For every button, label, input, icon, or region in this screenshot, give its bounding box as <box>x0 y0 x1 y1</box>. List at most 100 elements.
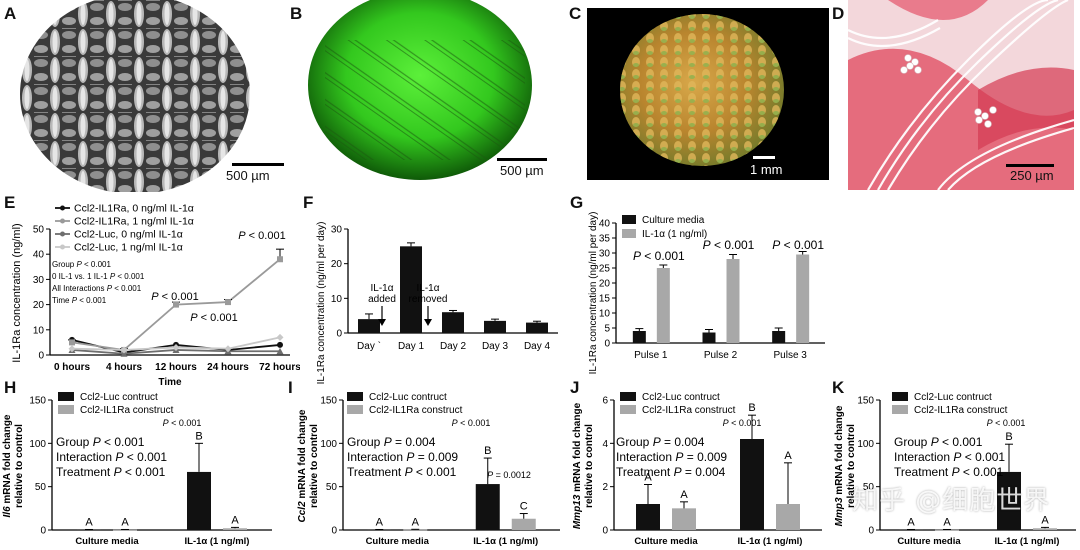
histology-image <box>848 0 1074 190</box>
annotation-text: added <box>368 294 396 305</box>
chart-j-mmp13: 0 2 4 6 A A Culture media B A IL-1α (1 ng/ml) Mmp1… <box>572 392 822 547</box>
x-axis-title: Time <box>158 377 182 385</box>
y-tick-label: 40 <box>33 250 45 261</box>
data-point <box>172 343 180 351</box>
legend-swatch <box>58 392 74 401</box>
bar-0 <box>77 529 101 531</box>
y-tick-label: 6 <box>602 396 608 407</box>
x-tick-label: IL-1α (1 ng/ml) <box>185 536 250 547</box>
bar-0 <box>997 471 1021 530</box>
data-point <box>69 339 75 346</box>
panel-letter-c: C <box>569 4 582 23</box>
stats-text: Group P = 0.004 <box>347 435 436 449</box>
data-point <box>173 301 179 308</box>
x-tick-label: 12 hours <box>155 362 197 373</box>
legend-label: Ccl2-IL1Ra construct <box>642 405 736 416</box>
legend-label: Ccl2-IL1Ra, 0 ng/ml IL-1α <box>74 203 194 215</box>
y-tick-label: 20 <box>331 259 343 270</box>
significance-letter: B <box>1005 431 1012 443</box>
data-point <box>277 256 283 263</box>
bar-0 <box>367 529 392 531</box>
p-value-annotation: P < 0.001 <box>163 418 202 428</box>
annotation-text: removed <box>409 294 448 305</box>
chart-g-il1ra-pulses: 0 5 10 15 20 25 30 35 40 Pulse 1 P < 0.001 Pulse 2 P… <box>588 212 825 374</box>
y-axis-title: Mmp13 mRNA fold change <box>572 402 583 529</box>
stats-text: Treatment P < 0.001 <box>347 465 457 479</box>
x-tick-label: 0 hours <box>54 362 91 373</box>
significance-letter: A <box>907 516 915 528</box>
annotation-text: IL-1α <box>370 283 393 294</box>
significance-letter: A <box>680 489 688 501</box>
arrow-head <box>424 319 432 326</box>
stats-text: Group P = 0.004 <box>616 435 705 449</box>
y-tick-label: 10 <box>331 294 343 305</box>
data-point <box>225 299 231 306</box>
y-tick-label: 0 <box>868 526 874 537</box>
significance-letter: A <box>644 472 652 484</box>
chart-e-il1ra-timecourse: 0 10 20 30 40 50 0 hours 4 hours 12 hours 24 hour… <box>11 203 300 386</box>
bar-0 <box>636 504 660 530</box>
stats-text: Treatment P < 0.001 <box>56 465 166 479</box>
y-tick-label: 10 <box>33 325 45 336</box>
significance-letter: A <box>85 516 93 528</box>
x-tick-label: Day ` <box>357 340 381 352</box>
significance-letter: C <box>520 501 528 513</box>
legend-label: Ccl2-Luc contruct <box>369 392 447 403</box>
panel-letter-b: B <box>290 4 303 23</box>
scale-label-c: 1 mm <box>750 162 783 177</box>
bar-0 <box>740 439 764 530</box>
significance-letter: A <box>376 516 384 528</box>
y-tick-label: 0 <box>336 329 342 340</box>
panel-letter-d: D <box>832 4 845 23</box>
x-tick-label: Culture media <box>897 536 961 547</box>
y-tick-label: 20 <box>599 279 611 290</box>
stats-text: Interaction P = 0.009 <box>616 450 727 464</box>
y-tick-label: 150 <box>857 396 874 407</box>
legend-label: Ccl2-IL1Ra construct <box>80 405 174 416</box>
legend-marker <box>60 218 65 224</box>
chart-h-il6: 0 50 100 150 A A Culture media B A IL-1α (1 ng/ml… <box>2 392 272 547</box>
x-tick-label: IL-1α (1 ng/ml) <box>738 536 803 547</box>
y-tick-label: 0 <box>40 526 46 537</box>
bar-1 <box>672 508 696 530</box>
stats-text: All Interactions P < 0.001 <box>52 284 142 293</box>
bar-1 <box>935 529 959 531</box>
annotation-text: IL-1α <box>416 283 439 294</box>
y-tick-label: 35 <box>599 234 611 245</box>
bar <box>484 320 506 333</box>
bar-1 <box>511 518 536 530</box>
bar-0 <box>702 332 716 343</box>
panel-letter-k: K <box>832 378 845 397</box>
legend-label: IL-1α (1 ng/ml) <box>642 229 707 240</box>
y-tick-label: 150 <box>320 396 337 407</box>
x-tick-label: Pulse 1 <box>634 350 668 361</box>
stats-text: Time P < 0.001 <box>52 296 107 305</box>
bar <box>526 322 548 333</box>
stats-text: Group P < 0.001 <box>56 435 145 449</box>
y-axis-title-2: relative to control <box>14 424 25 508</box>
y-tick-label: 20 <box>33 300 45 311</box>
stats-text: Treatment P = 0.004 <box>616 465 726 479</box>
p-value-annotation: P = 0.0012 <box>487 470 531 480</box>
legend-swatch <box>58 405 74 414</box>
panel-letter-h: H <box>4 378 17 397</box>
x-tick-label: 72 hours <box>259 362 300 373</box>
bar-1 <box>113 529 137 531</box>
p-value-annotation: P < 0.001 <box>633 249 685 263</box>
x-tick-label: Pulse 2 <box>704 350 738 361</box>
significance-letter: B <box>484 445 491 457</box>
y-tick-label: 25 <box>599 264 611 275</box>
scale-label-b: 500 µm <box>500 163 544 178</box>
y-tick-label: 40 <box>599 219 611 230</box>
significance-letter: A <box>1041 514 1049 526</box>
legend-label: Ccl2-Luc contruct <box>642 392 720 403</box>
p-value-annotation: P < 0.001 <box>987 418 1026 428</box>
y-axis-title-2: relative to control <box>846 424 857 508</box>
panel-letter-a: A <box>4 4 17 23</box>
bar-1 <box>1033 528 1057 530</box>
y-tick-label: 30 <box>33 275 45 286</box>
legend-swatch <box>622 215 636 224</box>
y-tick-label: 0 <box>602 526 608 537</box>
significance-letter: A <box>412 516 420 528</box>
x-tick-label: Day 1 <box>398 341 425 352</box>
